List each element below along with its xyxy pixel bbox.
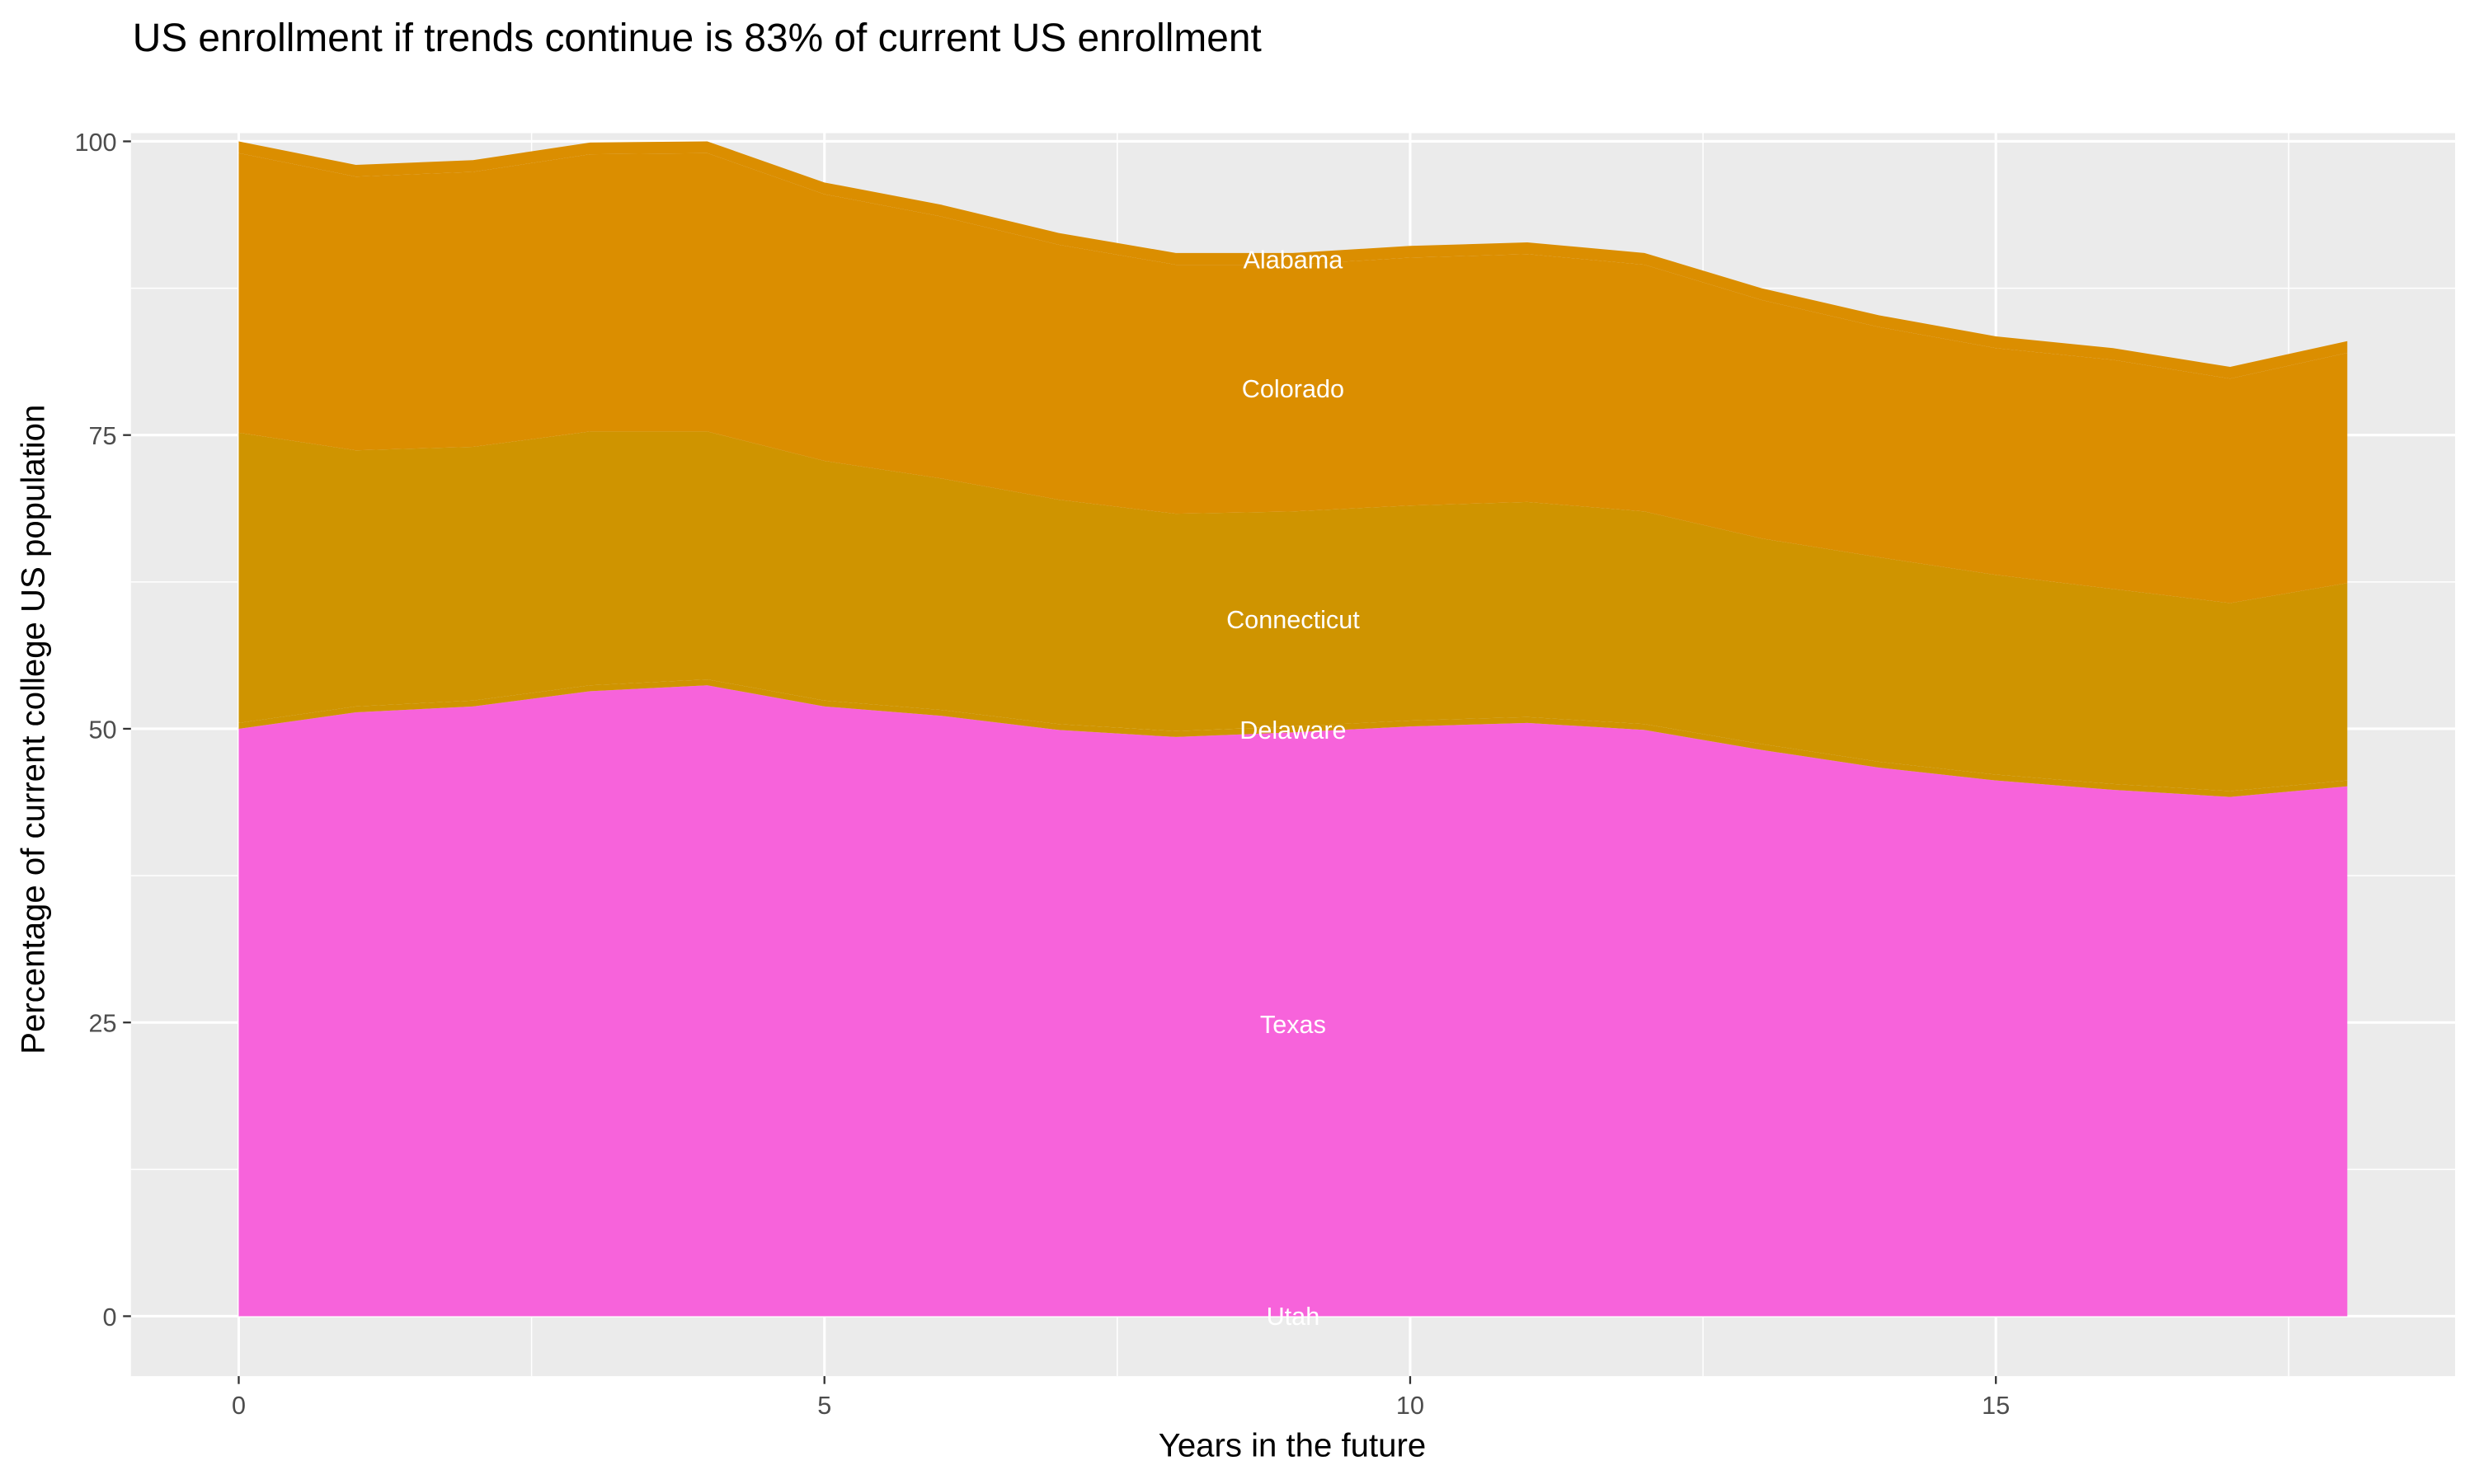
area-texas xyxy=(238,685,2348,1316)
chart-title: US enrollment if trends continue is 83% … xyxy=(133,16,1262,60)
axes: 0 5 10 15 0 25 50 75 100 xyxy=(75,129,2011,1420)
series-label-connecticut: Connecticut xyxy=(1226,606,1360,634)
area-colorado xyxy=(238,153,2348,603)
series-labels: Utah Texas Delaware Connecticut Colorado Alab… xyxy=(1226,246,1360,1331)
area-utah xyxy=(238,1315,2348,1317)
series-label-utah: Utah xyxy=(1267,1303,1320,1331)
y-tick-label: 25 xyxy=(89,1010,117,1038)
y-tick-label: 0 xyxy=(103,1303,117,1331)
series-label-delaware: Delaware xyxy=(1239,716,1346,744)
y-axis-title: Percentage of current college US populat… xyxy=(15,405,52,1054)
series-label-colorado: Colorado xyxy=(1242,375,1344,403)
y-tick-label: 50 xyxy=(89,716,117,744)
series-label-alabama: Alabama xyxy=(1244,246,1344,274)
area-alabama xyxy=(238,141,2348,379)
area-connecticut xyxy=(238,431,2348,791)
x-tick-label: 0 xyxy=(232,1392,246,1420)
x-tick-label: 10 xyxy=(1396,1392,1424,1420)
series-label-texas: Texas xyxy=(1260,1011,1326,1039)
x-axis-title: Years in the future xyxy=(1159,1427,1426,1464)
x-tick-label: 5 xyxy=(817,1392,831,1420)
y-tick-label: 100 xyxy=(75,129,117,157)
y-tick-label: 75 xyxy=(89,422,117,450)
area-layers xyxy=(238,141,2348,1317)
x-tick-label: 15 xyxy=(1982,1392,2010,1420)
